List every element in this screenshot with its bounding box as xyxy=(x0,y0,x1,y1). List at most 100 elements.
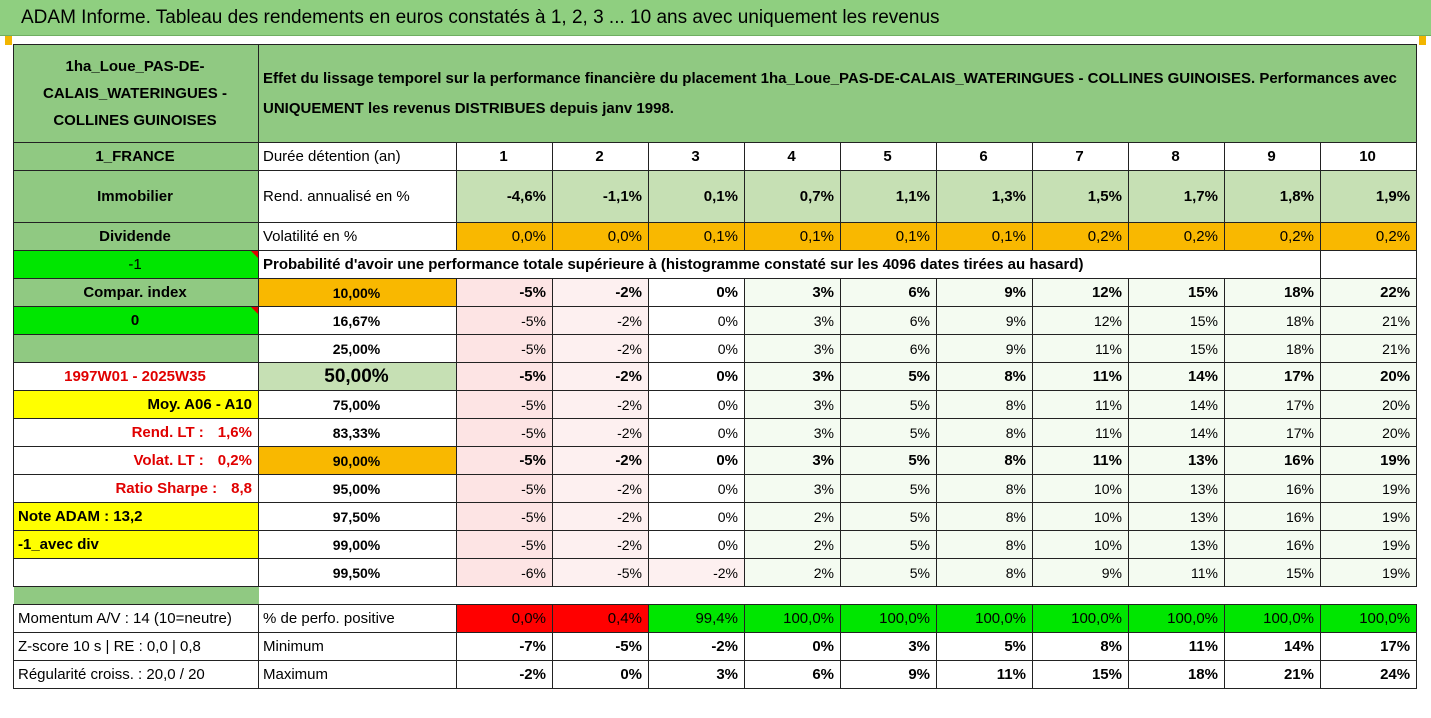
percentile-value: -5% xyxy=(456,278,553,307)
positive-value: 100,0% xyxy=(1319,604,1418,633)
year-header: 2 xyxy=(552,142,649,171)
dividend-selector[interactable]: -1 xyxy=(13,250,259,279)
percentile-value: 10% xyxy=(1032,474,1129,503)
percentile-value: -5% xyxy=(456,334,553,363)
percentile-level: 75,00% xyxy=(258,390,457,419)
minimum-label: Minimum xyxy=(258,632,457,661)
percentile-value: 11% xyxy=(1032,418,1129,447)
percentile-value: 20% xyxy=(1319,362,1418,391)
percentile-value: 8% xyxy=(936,362,1033,391)
percentile-value: 8% xyxy=(936,558,1033,587)
percentile-value: 6% xyxy=(840,334,937,363)
positive-value: 99,4% xyxy=(648,604,745,633)
percentile-value: 8% xyxy=(936,502,1033,531)
percentile-value: -2% xyxy=(552,390,649,419)
percentile-value: 3% xyxy=(744,362,841,391)
volat-value: 0,1% xyxy=(840,222,937,251)
probability-label: Probabilité d'avoir une performance tota… xyxy=(258,250,1225,279)
percentile-value: 8% xyxy=(936,418,1033,447)
category-cell: Immobilier xyxy=(13,170,259,223)
percentile-value: 3% xyxy=(744,306,841,335)
positive-value: 100,0% xyxy=(744,604,841,633)
percentile-level: 25,00% xyxy=(258,334,457,363)
percentile-value: 16% xyxy=(1224,474,1321,503)
percentile-value: -5% xyxy=(456,474,553,503)
positive-value: 0,4% xyxy=(552,604,649,633)
rend-value: -4,6% xyxy=(456,170,553,223)
percentile-value: 0% xyxy=(648,446,745,475)
percentile-value: 5% xyxy=(840,390,937,419)
percentile-value: 8% xyxy=(936,446,1033,475)
momentum-cell: Momentum A/V : 14 (10=neutre) xyxy=(13,604,259,633)
minimum-value: 8% xyxy=(1032,632,1129,661)
maximum-value: 15% xyxy=(1032,660,1129,689)
rend-value: 1,5% xyxy=(1032,170,1129,223)
zscore-cell: Z-score 10 s | RE : 0,0 | 0,8 xyxy=(13,632,259,661)
percentile-value: 0% xyxy=(648,278,745,307)
percentile-value: 17% xyxy=(1224,390,1321,419)
maximum-value: 3% xyxy=(648,660,745,689)
percentile-level: 16,67% xyxy=(258,306,457,335)
minimum-value: 3% xyxy=(840,632,937,661)
asset-description: Effet du lissage temporel sur la perform… xyxy=(257,44,1418,143)
year-header: 3 xyxy=(648,142,745,171)
percentile-value: 9% xyxy=(936,278,1033,307)
volat-value: 0,2% xyxy=(1032,222,1129,251)
minimum-value: -7% xyxy=(456,632,553,661)
percentile-level: 90,00% xyxy=(258,446,457,475)
percentile-value: 15% xyxy=(1224,558,1321,587)
minimum-value: -5% xyxy=(552,632,649,661)
compar-index-cell: Compar. index xyxy=(13,278,259,307)
maximum-value: -2% xyxy=(456,660,553,689)
percentile-value: 17% xyxy=(1224,418,1321,447)
positive-value: 100,0% xyxy=(936,604,1033,633)
rend-value: 1,3% xyxy=(936,170,1033,223)
percentile-value: 13% xyxy=(1128,502,1225,531)
volat-value: 0,0% xyxy=(456,222,553,251)
maximum-value: 11% xyxy=(936,660,1033,689)
percentile-value: 16% xyxy=(1224,446,1321,475)
minimum-value: 17% xyxy=(1319,632,1418,661)
percentile-value: 10% xyxy=(1032,530,1129,559)
duration-label: Durée détention (an) xyxy=(258,142,457,171)
percentile-value: 18% xyxy=(1224,306,1321,335)
percentile-value: 3% xyxy=(744,446,841,475)
percentile-value: 21% xyxy=(1319,306,1418,335)
index-selector[interactable]: 0 xyxy=(13,306,259,335)
positive-value: 100,0% xyxy=(1128,604,1225,633)
rend-value: -1,1% xyxy=(552,170,649,223)
rend-value: 0,7% xyxy=(744,170,841,223)
percentile-value: -5% xyxy=(456,418,553,447)
asset-name: 1ha_Loue_PAS-DE-CALAIS_WATERINGUES - COL… xyxy=(13,44,259,143)
note-adam-cell: Note ADAM : 13,2 xyxy=(13,502,259,531)
empty-cell xyxy=(13,558,259,587)
percentile-value: -2% xyxy=(552,334,649,363)
percentile-value: 5% xyxy=(840,502,937,531)
report-banner: ADAM Informe. Tableau des rendements en … xyxy=(0,0,1431,36)
percentile-value: 5% xyxy=(840,362,937,391)
empty-cell xyxy=(13,334,259,363)
volat-value: 0,0% xyxy=(552,222,649,251)
percentile-value: 9% xyxy=(1032,558,1129,587)
percentile-value: 16% xyxy=(1224,530,1321,559)
separator xyxy=(13,586,259,605)
percentile-value: 15% xyxy=(1128,306,1225,335)
percentile-value: 15% xyxy=(1128,334,1225,363)
div-option-cell: -1_avec div xyxy=(13,530,259,559)
percentile-value: 3% xyxy=(744,334,841,363)
average-cell: Moy. A06 - A10 xyxy=(13,390,259,419)
percentile-value: 2% xyxy=(744,502,841,531)
rend-label: Rend. LT : xyxy=(131,424,204,441)
percentile-value: 0% xyxy=(648,390,745,419)
percentile-value: 11% xyxy=(1032,334,1129,363)
percentile-value: 12% xyxy=(1032,278,1129,307)
percentile-value: 19% xyxy=(1319,558,1418,587)
volat-label: Volatilité en % xyxy=(258,222,457,251)
percentile-value: 5% xyxy=(840,474,937,503)
positive-label: % de perfo. positive xyxy=(258,604,457,633)
rend-value: 1,6% xyxy=(217,424,252,441)
percentile-value: 13% xyxy=(1128,474,1225,503)
percentile-value: 17% xyxy=(1224,362,1321,391)
percentile-value: 0% xyxy=(648,306,745,335)
percentile-value: 5% xyxy=(840,418,937,447)
